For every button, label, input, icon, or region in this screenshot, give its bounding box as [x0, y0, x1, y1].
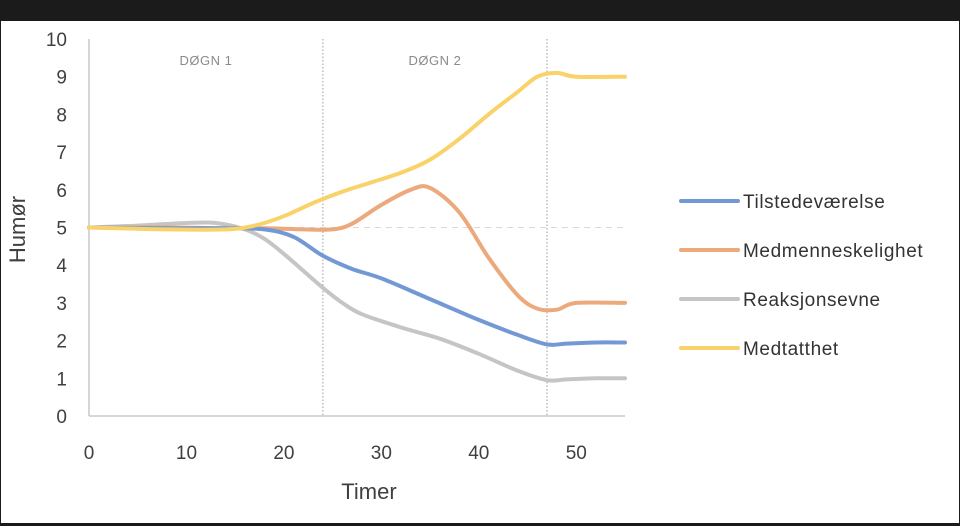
series-line-reaksjonsevne [87, 220, 627, 383]
y-tick-label: 8 [56, 105, 67, 126]
y-tick-label: 0 [56, 407, 67, 428]
y-tick-label: 9 [56, 68, 67, 89]
x-axis-title: Timer [341, 479, 396, 504]
x-tick-label: 30 [371, 443, 392, 464]
y-tick-label: 6 [56, 181, 67, 202]
legend-label: Medmenneskelighet [743, 241, 923, 262]
series-line-medtatthet [87, 70, 627, 232]
period-label: DØGN 2 [409, 53, 462, 68]
legend: Tilstedeværelse Medmenneskelighet Reaksjon… [679, 192, 923, 360]
legend-label: Medtatthet [743, 339, 839, 360]
x-tick-label: 10 [176, 443, 197, 464]
y-tick-label: 3 [56, 294, 67, 315]
series-line-medmenneskelighet [87, 184, 627, 313]
y-tick-labels: 0 1 2 3 4 5 6 7 8 9 10 [46, 30, 68, 428]
x-tick-label: 0 [84, 443, 95, 464]
y-tick-label: 7 [56, 143, 67, 164]
legend-label: Tilstedeværelse [743, 192, 885, 213]
chart-panel: 0 1 2 3 4 5 6 7 8 9 10 0 10 20 30 40 50 DØGN 1 DØGN 2 Ti… [1, 21, 959, 523]
series-lines [87, 70, 627, 383]
legend-label: Reaksjonsevne [743, 290, 881, 311]
x-tick-label: 20 [273, 443, 294, 464]
x-tick-label: 40 [468, 443, 489, 464]
y-tick-label: 4 [56, 256, 67, 277]
series-line-tilstedeværelse [87, 225, 627, 347]
period-labels: DØGN 1 DØGN 2 [180, 53, 462, 68]
y-axis-title: Humør [5, 196, 30, 263]
x-tick-label: 50 [566, 443, 587, 464]
y-tick-label: 5 [56, 219, 67, 240]
line-chart: 0 1 2 3 4 5 6 7 8 9 10 0 10 20 30 40 50 DØGN 1 DØGN 2 Ti… [5, 30, 923, 504]
period-label: DØGN 1 [180, 53, 233, 68]
x-tick-labels: 0 10 20 30 40 50 [84, 443, 587, 464]
y-tick-label: 2 [56, 332, 67, 353]
y-tick-label: 1 [56, 369, 67, 390]
y-tick-label: 10 [46, 30, 67, 51]
